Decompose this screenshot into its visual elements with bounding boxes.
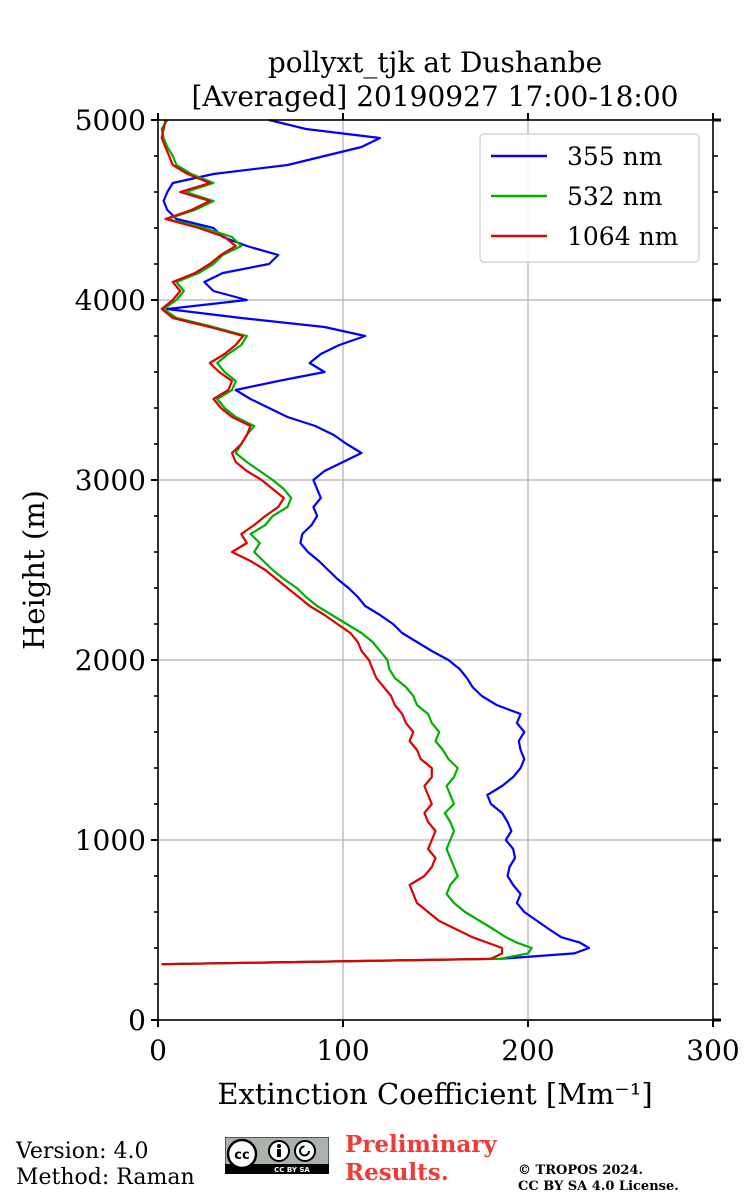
cc-badge-text: CC BY SA — [274, 1166, 310, 1174]
copyright-notice: © TROPOS 2024. CC BY SA 4.0 License. — [518, 1163, 679, 1195]
legend-box — [479, 133, 700, 263]
plot-frame — [157, 119, 714, 1021]
copyright-line2: CC BY SA 4.0 License. — [518, 1179, 679, 1194]
y-axis-label: Height (m) — [17, 490, 51, 650]
series-lines — [160, 118, 591, 966]
legend-label-355nm: 355 nm — [567, 142, 663, 171]
version-text: Version: 4.0 — [16, 1139, 149, 1164]
series-line-532nm — [160, 119, 533, 966]
svg-text:cc: cc — [234, 1148, 249, 1163]
y-tick-label: 5000 — [75, 104, 146, 137]
x-axis-label: Extinction Coefficient [Mm⁻¹] — [217, 1077, 652, 1111]
legend-label-1064nm: 1064 nm — [567, 222, 679, 251]
preliminary-line2: Results. — [345, 1159, 449, 1186]
method-text: Method: Raman — [16, 1165, 195, 1190]
x-tick-label: 0 — [149, 1034, 167, 1067]
version-info: Version: 4.0 Method: Raman — [16, 1139, 195, 1191]
copyright-line1: © TROPOS 2024. — [518, 1163, 644, 1178]
cc-by-sa-badge: cc CC BY SA — [225, 1137, 329, 1174]
y-tick-label: 3000 — [75, 464, 146, 497]
legend-label-532nm: 532 nm — [567, 182, 663, 211]
y-tick-label: 2000 — [75, 644, 146, 677]
preliminary-notice: Preliminary Results. — [345, 1131, 497, 1187]
y-tick-label: 4000 — [75, 284, 146, 317]
y-tick-label: 1000 — [75, 824, 146, 857]
x-tick-label: 100 — [316, 1034, 369, 1067]
y-tick-label: 0 — [128, 1004, 146, 1037]
series-line-355nm — [161, 118, 591, 966]
extinction-chart: pollyxt_tjk at Dushanbe [Averaged] 20190… — [17, 46, 740, 1111]
preliminary-line1: Preliminary — [345, 1131, 497, 1158]
chart-title-line1: pollyxt_tjk at Dushanbe — [268, 46, 602, 79]
x-tick-label: 200 — [501, 1034, 554, 1067]
series-line-1064nm — [160, 119, 504, 966]
legend: 355 nm 532 nm 1064 nm — [479, 133, 700, 263]
chart-title-line2: [Averaged] 20190927 17:00-18:00 — [192, 80, 679, 113]
grid-lines — [158, 120, 713, 1020]
x-tick-label: 300 — [686, 1034, 739, 1067]
